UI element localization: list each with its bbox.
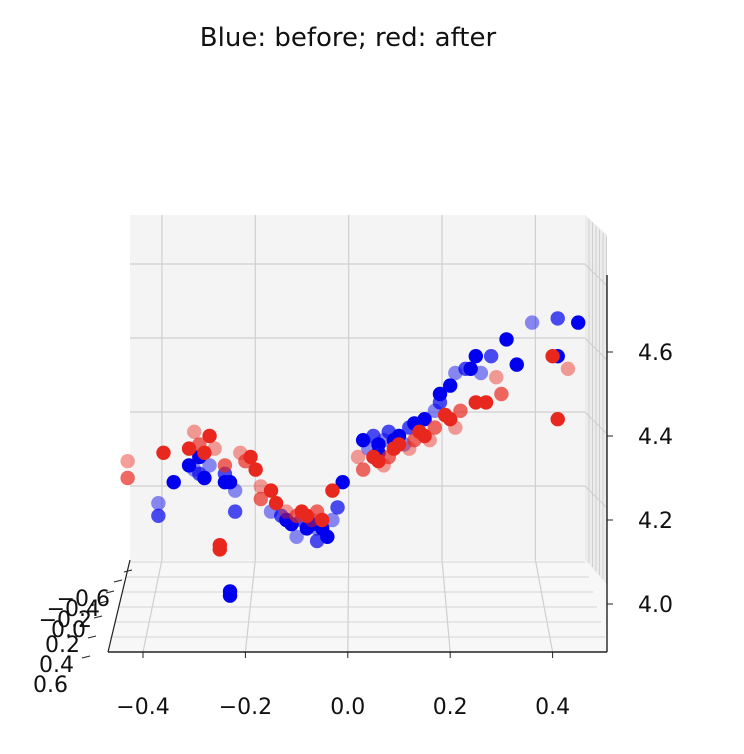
point-after [202, 428, 217, 444]
y-tick-mark [123, 569, 133, 573]
point-after [325, 483, 340, 498]
point-after [268, 496, 284, 511]
point-before [151, 496, 166, 511]
y-tick-mark [87, 635, 97, 639]
point-before [227, 483, 243, 498]
point-before [483, 349, 499, 364]
point-before [463, 361, 478, 376]
point-after [417, 428, 432, 444]
point-after [197, 445, 212, 460]
point-before [443, 378, 458, 393]
point-after [560, 361, 576, 376]
y-tick-label: 0.6 [33, 673, 68, 698]
point-after [120, 454, 135, 469]
point-after [468, 395, 483, 410]
point-after [478, 395, 494, 410]
point-after [207, 441, 222, 456]
point-after [120, 470, 135, 486]
y-tick-label: 0.2 [45, 633, 80, 658]
floor-pane [108, 560, 607, 652]
point-after [443, 412, 458, 427]
point-before [509, 357, 524, 372]
point-before [222, 475, 238, 490]
z-tick-label: 4.6 [638, 341, 673, 366]
x-tick-label: −0.4 [116, 695, 169, 720]
point-before [320, 529, 335, 544]
tick-labels: −0.4 −0.2 0.0 0.2 0.44.04.24.44.6−0.6−0.4−0.… [33, 341, 673, 720]
y-tick-mark [99, 600, 109, 604]
z-tick-label: 4.0 [638, 593, 673, 618]
point-after [545, 349, 560, 364]
y-tick-label: −0.2 [39, 608, 92, 633]
data-points [120, 311, 586, 603]
point-after [248, 462, 263, 477]
z-tick-label: 4.4 [638, 425, 673, 450]
point-before [417, 412, 432, 427]
point-before [325, 512, 340, 528]
chart-title: Blue: before; red: after [200, 23, 497, 53]
point-before [202, 458, 217, 473]
point-after [253, 491, 268, 507]
y-tick-mark [81, 655, 91, 659]
y-axis-line [107, 559, 131, 653]
point-after [315, 512, 330, 528]
axes [81, 275, 613, 659]
point-after [453, 403, 468, 418]
y-tick-mark [105, 590, 115, 594]
y-tick-mark [93, 615, 103, 619]
point-before [550, 311, 565, 326]
point-before [227, 504, 243, 519]
point-before [524, 315, 540, 330]
point-after [494, 386, 509, 402]
y-tick-mark [113, 579, 123, 583]
point-before [571, 315, 586, 330]
point-before [166, 475, 181, 490]
point-after [217, 458, 233, 473]
point-after [156, 445, 171, 460]
point-before [473, 365, 489, 381]
x-tick-label: −0.2 [219, 695, 272, 720]
point-after [448, 420, 463, 435]
point-before [330, 500, 345, 515]
y-tick-label: 0.4 [39, 653, 74, 678]
z-tick-label: 4.2 [638, 509, 673, 534]
point-before [468, 349, 483, 364]
point-before [181, 458, 197, 473]
point-before [197, 470, 212, 486]
grid-lines [110, 215, 608, 653]
y-tick-label: −0.6 [57, 587, 110, 612]
point-before [289, 529, 304, 544]
point-after [212, 542, 227, 557]
point-after [422, 433, 437, 448]
point-after [350, 449, 366, 465]
point-after [243, 449, 258, 465]
point-after [550, 412, 565, 427]
point-before [499, 332, 514, 347]
x-tick-label: 0.2 [433, 695, 468, 720]
point-after [427, 420, 443, 435]
point-before [222, 588, 238, 603]
point-after [263, 483, 279, 498]
point-after [391, 437, 407, 452]
x-tick-label: 0.0 [330, 695, 365, 720]
grid-line-floor-x [347, 559, 350, 653]
point-before [151, 508, 166, 523]
point-after [187, 424, 202, 439]
y-tick-label: 0.0 [51, 618, 86, 643]
point-after [489, 370, 504, 385]
point-after [355, 462, 371, 477]
point-before [335, 475, 350, 490]
point-before [432, 386, 448, 402]
back-pane [130, 215, 585, 560]
x-tick-label: 0.4 [535, 695, 570, 720]
y-tick-label: −0.4 [47, 597, 100, 622]
